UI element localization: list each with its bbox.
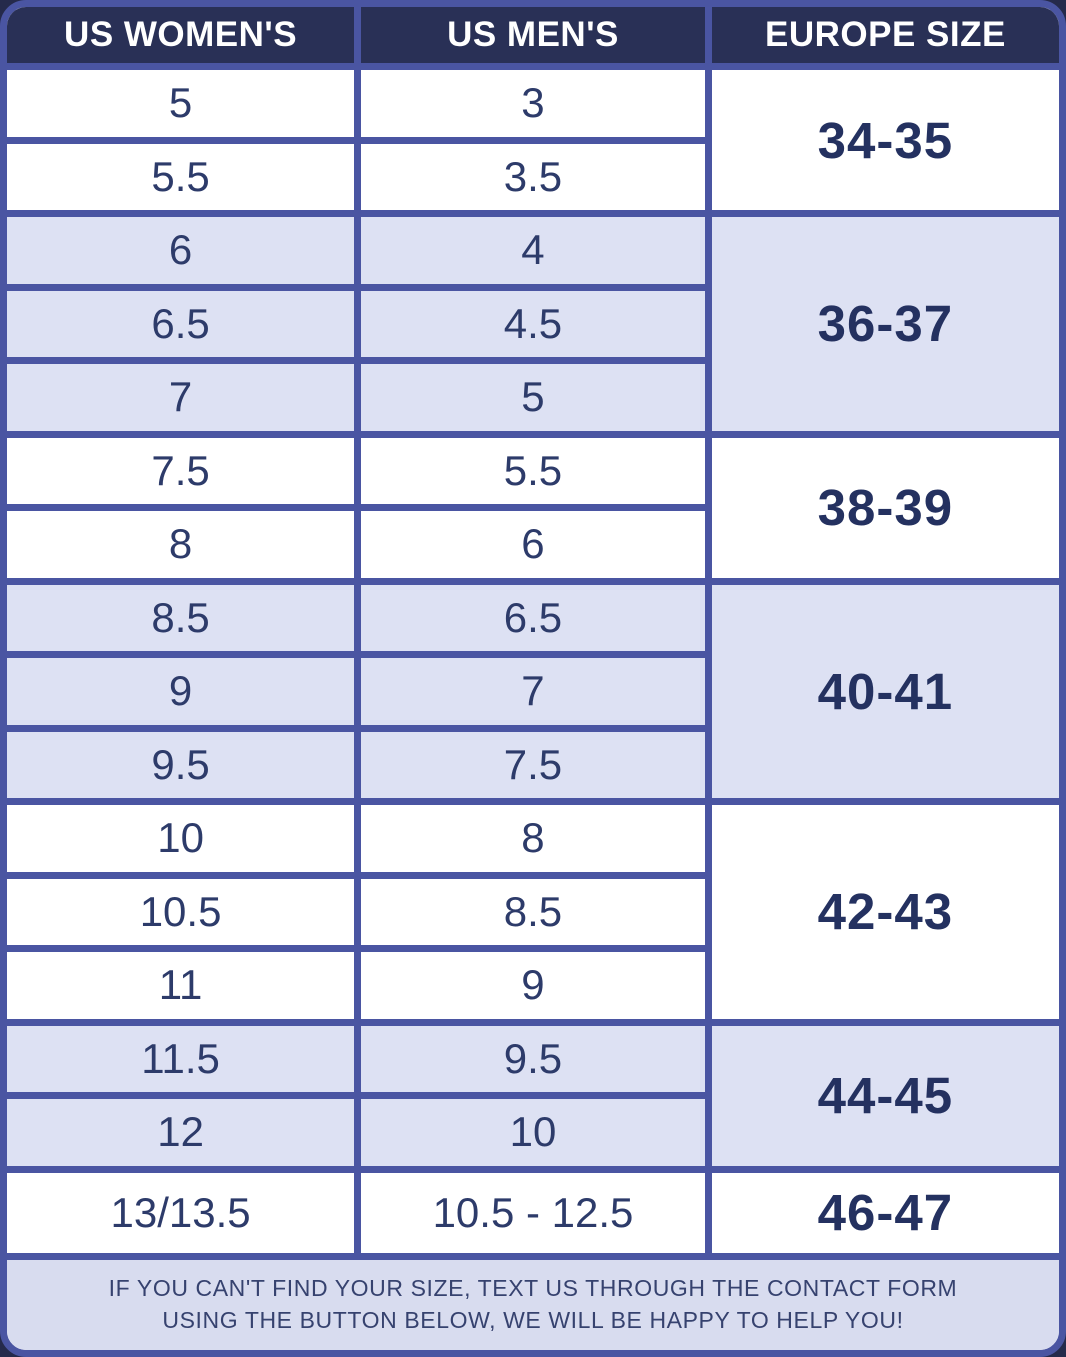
table-row: 10.5 8.5: [7, 871, 1059, 952]
europe-size-cell: 34-35: [704, 63, 1059, 217]
us-womens-cell: 5.5: [7, 136, 362, 217]
footer-note: IF YOU CAN'T FIND YOUR SIZE, TEXT US THR…: [7, 1252, 1059, 1350]
us-womens-cell: 7.5: [7, 430, 362, 511]
us-womens-cell: 12: [7, 1092, 362, 1173]
table-row: 11 9: [7, 945, 1059, 1026]
us-womens-cell: 5: [7, 63, 362, 144]
europe-size-cell: 38-39: [704, 430, 1059, 585]
us-womens-cell: 9.5: [7, 724, 362, 805]
us-mens-cell: 6.5: [354, 577, 712, 658]
europe-size-cell: 40-41: [704, 577, 1059, 805]
us-mens-cell: 9.5: [354, 1018, 712, 1099]
us-mens-cell: 4: [354, 210, 712, 291]
table-row: 11.5 9.5 44-45: [7, 1018, 1059, 1173]
us-mens-cell: 8.5: [354, 871, 712, 952]
us-mens-cell: 7: [354, 651, 712, 732]
us-mens-cell: 7.5: [354, 724, 712, 805]
us-womens-cell: 11: [7, 945, 362, 1026]
us-mens-cell: 8: [354, 798, 712, 879]
footer-line: IF YOU CAN'T FIND YOUR SIZE, TEXT US THR…: [108, 1274, 958, 1301]
column-header-us-men-s: US MEN'S: [354, 7, 712, 70]
us-mens-cell: 4.5: [354, 283, 712, 364]
us-womens-cell: 10: [7, 798, 362, 879]
us-mens-cell: 5.5: [354, 430, 712, 511]
us-womens-cell: 13/13.5: [7, 1165, 362, 1257]
table-row: 6 4 36-37: [7, 210, 1059, 438]
us-womens-cell: 6.5: [7, 283, 362, 364]
table-row: 8.5 6.5 40-41: [7, 577, 1059, 805]
us-mens-cell: 9: [354, 945, 712, 1026]
us-mens-cell: 5: [354, 357, 712, 438]
table-row: 10 8 42-43: [7, 798, 1059, 1026]
us-mens-cell: 10.5 - 12.5: [354, 1165, 712, 1257]
us-womens-cell: 8.5: [7, 577, 362, 658]
table-row: 13/13.5 10.5 - 12.5 46-47: [7, 1165, 1059, 1257]
us-mens-cell: 6: [354, 504, 712, 585]
table-row: 5.5 3.5: [7, 136, 1059, 217]
column-header-us-women-s: US WOMEN'S: [7, 7, 362, 70]
us-womens-cell: 7: [7, 357, 362, 438]
table-row: 7.5 5.5 38-39: [7, 430, 1059, 585]
us-mens-cell: 10: [354, 1092, 712, 1173]
header-row: US WOMEN'S US MEN'S EUROPE SIZE: [7, 7, 1059, 70]
us-mens-cell: 3: [354, 63, 712, 144]
table-row: 12 10: [7, 1092, 1059, 1173]
europe-size-cell: 46-47: [704, 1165, 1059, 1257]
table-row: 5 3 34-35: [7, 63, 1059, 217]
table-row: 6.5 4.5: [7, 283, 1059, 364]
table-row: 9.5 7.5: [7, 724, 1059, 805]
us-womens-cell: 8: [7, 504, 362, 585]
size-chart-table: US WOMEN'S US MEN'S EUROPE SIZE 5 3 34-35 5.5…: [7, 7, 1059, 1257]
europe-size-cell: 36-37: [704, 210, 1059, 438]
us-womens-cell: 10.5: [7, 871, 362, 952]
us-womens-cell: 6: [7, 210, 362, 291]
europe-size-cell: 42-43: [704, 798, 1059, 1026]
column-header-europe-size: EUROPE SIZE: [704, 7, 1059, 70]
us-mens-cell: 3.5: [354, 136, 712, 217]
footer-line: USING THE BUTTON BELOW, WE WILL BE HAPPY…: [162, 1306, 904, 1333]
us-womens-cell: 9: [7, 651, 362, 732]
us-womens-cell: 11.5: [7, 1018, 362, 1099]
europe-size-cell: 44-45: [704, 1018, 1059, 1173]
